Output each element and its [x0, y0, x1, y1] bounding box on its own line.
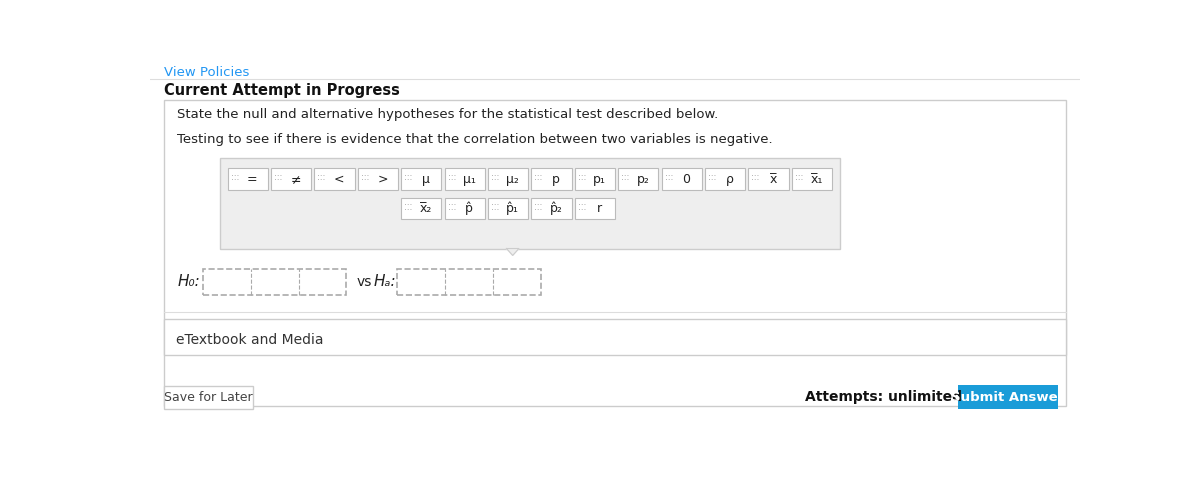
FancyBboxPatch shape	[749, 169, 788, 190]
Text: p̂₁: p̂₁	[506, 202, 520, 215]
Text: p: p	[552, 173, 560, 186]
FancyBboxPatch shape	[164, 100, 1066, 406]
Text: ⋯: ⋯	[491, 200, 499, 209]
FancyBboxPatch shape	[314, 169, 355, 190]
Text: ⋯: ⋯	[491, 205, 499, 214]
Text: ⋯: ⋯	[534, 171, 542, 180]
Text: ⋯: ⋯	[665, 171, 673, 180]
FancyBboxPatch shape	[661, 169, 702, 190]
FancyBboxPatch shape	[488, 169, 528, 190]
Text: ⋯: ⋯	[361, 175, 370, 184]
Text: ⋯: ⋯	[361, 171, 370, 180]
Text: x̅₁: x̅₁	[810, 173, 823, 186]
Text: ⋯: ⋯	[317, 175, 325, 184]
Text: Testing to see if there is evidence that the correlation between two variables i: Testing to see if there is evidence that…	[178, 133, 773, 146]
Text: ρ: ρ	[726, 173, 733, 186]
Text: ⋯: ⋯	[404, 200, 413, 209]
Text: ⋯: ⋯	[708, 171, 716, 180]
Text: Hₐ:: Hₐ:	[374, 274, 396, 289]
FancyBboxPatch shape	[792, 169, 832, 190]
FancyBboxPatch shape	[401, 169, 442, 190]
Text: ⋯: ⋯	[448, 205, 456, 214]
Text: ⋯: ⋯	[578, 200, 586, 209]
Text: ⋯: ⋯	[230, 175, 239, 184]
Text: p₂: p₂	[636, 173, 649, 186]
Text: ⋯: ⋯	[230, 171, 239, 180]
Text: ⋯: ⋯	[665, 175, 673, 184]
FancyBboxPatch shape	[532, 198, 571, 219]
Text: ⋯: ⋯	[794, 171, 803, 180]
FancyBboxPatch shape	[958, 385, 1058, 409]
FancyBboxPatch shape	[358, 169, 398, 190]
FancyBboxPatch shape	[488, 198, 528, 219]
FancyBboxPatch shape	[228, 169, 268, 190]
Text: ⋯: ⋯	[622, 171, 630, 180]
Text: μ₁: μ₁	[463, 173, 475, 186]
Text: x̅₂: x̅₂	[420, 202, 432, 215]
Text: ⋯: ⋯	[622, 175, 630, 184]
Text: ≠: ≠	[290, 173, 301, 186]
FancyBboxPatch shape	[397, 269, 541, 295]
Text: ⋯: ⋯	[794, 175, 803, 184]
Text: ⋯: ⋯	[317, 171, 325, 180]
FancyBboxPatch shape	[704, 169, 745, 190]
Text: vs: vs	[356, 275, 372, 289]
Text: ⋯: ⋯	[751, 175, 760, 184]
Text: ⋯: ⋯	[534, 205, 542, 214]
FancyBboxPatch shape	[220, 158, 840, 248]
Text: ⋯: ⋯	[448, 175, 456, 184]
Polygon shape	[506, 248, 518, 256]
Text: 0: 0	[683, 173, 690, 186]
Text: ⋯: ⋯	[404, 171, 413, 180]
FancyBboxPatch shape	[164, 319, 1066, 355]
Text: ⋯: ⋯	[534, 200, 542, 209]
Text: p₁: p₁	[593, 173, 606, 186]
FancyBboxPatch shape	[444, 198, 485, 219]
Text: ⋯: ⋯	[491, 171, 499, 180]
Text: ⋯: ⋯	[491, 175, 499, 184]
FancyBboxPatch shape	[575, 169, 616, 190]
Text: Submit Answer: Submit Answer	[952, 391, 1064, 403]
Text: Attempts: unlimited: Attempts: unlimited	[805, 390, 962, 404]
FancyBboxPatch shape	[618, 169, 659, 190]
Text: Save for Later: Save for Later	[164, 391, 253, 403]
Text: H₀:: H₀:	[178, 274, 200, 289]
Text: ⋯: ⋯	[404, 205, 413, 214]
Text: ⋯: ⋯	[578, 175, 586, 184]
Text: ⋯: ⋯	[274, 175, 282, 184]
Text: =: =	[247, 173, 258, 186]
Text: ⋯: ⋯	[448, 200, 456, 209]
Text: Current Attempt in Progress: Current Attempt in Progress	[164, 83, 400, 98]
FancyBboxPatch shape	[203, 269, 346, 295]
Text: ⋯: ⋯	[751, 171, 760, 180]
Text: ⋯: ⋯	[448, 171, 456, 180]
Text: μ: μ	[422, 173, 430, 186]
Text: x̅: x̅	[769, 173, 776, 186]
Text: ⋯: ⋯	[274, 171, 282, 180]
Text: ⋯: ⋯	[578, 171, 586, 180]
FancyBboxPatch shape	[444, 169, 485, 190]
FancyBboxPatch shape	[401, 198, 442, 219]
Text: View Policies: View Policies	[164, 66, 250, 79]
FancyBboxPatch shape	[164, 385, 253, 409]
FancyBboxPatch shape	[575, 198, 616, 219]
Text: ⋯: ⋯	[534, 175, 542, 184]
Text: p̂: p̂	[466, 202, 473, 215]
Text: ⋯: ⋯	[404, 175, 413, 184]
FancyBboxPatch shape	[271, 169, 311, 190]
FancyBboxPatch shape	[532, 169, 571, 190]
Text: >: >	[377, 173, 388, 186]
Text: ⋯: ⋯	[578, 205, 586, 214]
Text: <: <	[334, 173, 344, 186]
Text: μ₂: μ₂	[506, 173, 520, 186]
Text: p̂₂: p̂₂	[550, 202, 563, 215]
Text: State the null and alternative hypotheses for the statistical test described bel: State the null and alternative hypothese…	[178, 108, 719, 122]
Text: eTextbook and Media: eTextbook and Media	[175, 333, 323, 347]
Text: r: r	[596, 202, 602, 215]
Text: ⋯: ⋯	[708, 175, 716, 184]
